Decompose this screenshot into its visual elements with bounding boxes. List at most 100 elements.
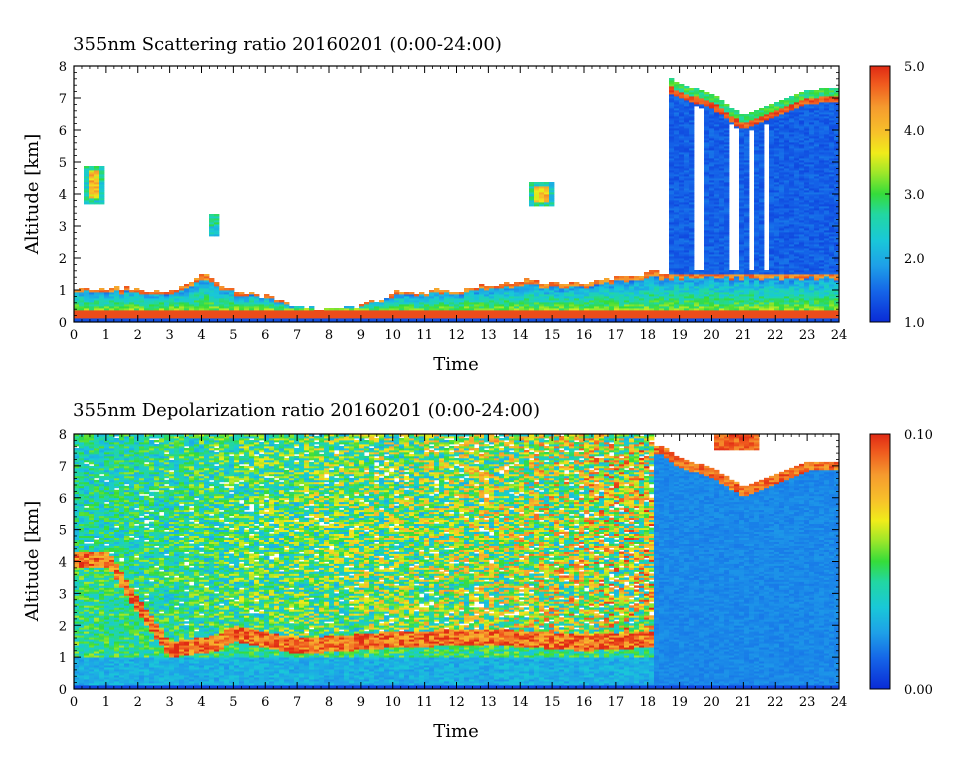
heatmap-cell bbox=[479, 306, 485, 309]
heatmap-cell bbox=[679, 206, 685, 209]
heatmap-cell bbox=[479, 304, 485, 307]
heatmap-cell bbox=[179, 314, 185, 317]
heatmap-cell bbox=[689, 310, 695, 313]
heatmap-cell bbox=[604, 306, 610, 309]
heatmap-cell bbox=[679, 92, 685, 95]
heatmap-cell bbox=[689, 230, 695, 233]
heatmap-cell bbox=[474, 294, 480, 297]
heatmap-cell bbox=[324, 310, 330, 313]
heatmap-cell bbox=[679, 262, 685, 265]
heatmap-cell bbox=[209, 280, 215, 283]
heatmap-cell bbox=[684, 244, 690, 247]
heatmap-cell bbox=[529, 288, 535, 291]
heatmap-cell bbox=[504, 318, 510, 321]
heatmap-cell bbox=[604, 278, 610, 281]
heatmap-cell bbox=[474, 308, 480, 311]
heatmap-cell bbox=[389, 318, 395, 321]
heatmap-cell bbox=[479, 308, 485, 311]
heatmap-cell bbox=[534, 204, 540, 207]
heatmap-cell bbox=[684, 298, 690, 301]
heatmap-cell bbox=[374, 312, 380, 315]
heatmap-cell bbox=[649, 320, 655, 323]
heatmap-cell bbox=[709, 302, 715, 305]
heatmap-cell bbox=[574, 284, 580, 287]
heatmap-cell bbox=[504, 296, 510, 299]
heatmap-cell bbox=[374, 306, 380, 309]
heatmap-cell bbox=[619, 292, 625, 295]
heatmap-cell bbox=[679, 216, 685, 219]
heatmap-cell bbox=[709, 150, 715, 153]
heatmap-cell bbox=[74, 292, 80, 295]
heatmap-cell bbox=[579, 310, 585, 313]
heatmap-cell bbox=[554, 314, 560, 317]
heatmap-cell bbox=[684, 234, 690, 237]
heatmap-cell bbox=[444, 314, 450, 317]
heatmap-cell bbox=[379, 312, 385, 315]
heatmap-cell bbox=[474, 316, 480, 319]
heatmap-cell bbox=[549, 196, 555, 199]
heatmap-cell bbox=[374, 310, 380, 313]
heatmap-cell bbox=[679, 218, 685, 221]
heatmap-cell bbox=[684, 94, 690, 97]
heatmap-cell bbox=[84, 168, 90, 171]
heatmap-cell bbox=[414, 312, 420, 315]
heatmap-cell bbox=[689, 246, 695, 249]
heatmap-cell bbox=[569, 296, 575, 299]
heatmap-cell bbox=[649, 298, 655, 301]
heatmap-cell bbox=[229, 316, 235, 319]
heatmap-cell bbox=[94, 300, 100, 303]
heatmap-cell bbox=[614, 280, 620, 283]
heatmap-cell bbox=[89, 166, 95, 169]
heatmap-cell bbox=[704, 278, 710, 281]
heatmap-cell bbox=[669, 90, 675, 93]
heatmap-cell bbox=[609, 282, 615, 285]
heatmap-cell bbox=[149, 320, 155, 323]
heatmap-cell bbox=[499, 308, 505, 311]
heatmap-cell bbox=[449, 300, 455, 303]
heatmap-cell bbox=[669, 166, 675, 169]
heatmap-cell bbox=[464, 288, 470, 291]
heatmap-cell bbox=[654, 272, 660, 275]
heatmap-cell bbox=[709, 280, 715, 283]
heatmap-cell bbox=[129, 302, 135, 305]
heatmap-cell bbox=[579, 288, 585, 291]
heatmap-cell bbox=[559, 312, 565, 315]
heatmap-cell bbox=[634, 306, 640, 309]
heatmap-cell bbox=[244, 300, 250, 303]
heatmap-cell bbox=[449, 318, 455, 321]
heatmap-cell bbox=[274, 310, 280, 313]
heatmap-cell bbox=[539, 294, 545, 297]
heatmap-cell bbox=[99, 170, 105, 173]
heatmap-cell bbox=[674, 278, 680, 281]
heatmap-cell bbox=[194, 288, 200, 291]
heatmap-cell bbox=[79, 306, 85, 309]
heatmap-cell bbox=[674, 252, 680, 255]
heatmap-cell bbox=[599, 298, 605, 301]
heatmap-cell bbox=[679, 96, 685, 99]
heatmap-cell bbox=[529, 286, 535, 289]
heatmap-cell bbox=[439, 314, 445, 317]
heatmap-cell bbox=[704, 264, 710, 267]
heatmap-cell bbox=[214, 214, 220, 217]
heatmap-cell bbox=[79, 304, 85, 307]
heatmap-cell bbox=[674, 194, 680, 197]
heatmap-cell bbox=[679, 306, 685, 309]
heatmap-cell bbox=[249, 298, 255, 301]
heatmap-cell bbox=[599, 296, 605, 299]
heatmap-cell bbox=[534, 184, 540, 187]
heatmap-cell bbox=[109, 314, 115, 317]
heatmap-cell bbox=[694, 306, 700, 309]
heatmap-cell bbox=[664, 280, 670, 283]
heatmap-cell bbox=[699, 292, 705, 295]
heatmap-cell bbox=[659, 292, 665, 295]
heatmap-cell bbox=[674, 120, 680, 123]
heatmap-cell bbox=[594, 304, 600, 307]
heatmap-cell bbox=[674, 152, 680, 155]
heatmap-cell bbox=[674, 226, 680, 229]
heatmap-cell bbox=[684, 224, 690, 227]
heatmap-cell bbox=[704, 280, 710, 283]
heatmap-cell bbox=[429, 312, 435, 315]
heatmap-cell bbox=[514, 296, 520, 299]
heatmap-cell bbox=[709, 220, 715, 223]
heatmap-cell bbox=[509, 296, 515, 299]
